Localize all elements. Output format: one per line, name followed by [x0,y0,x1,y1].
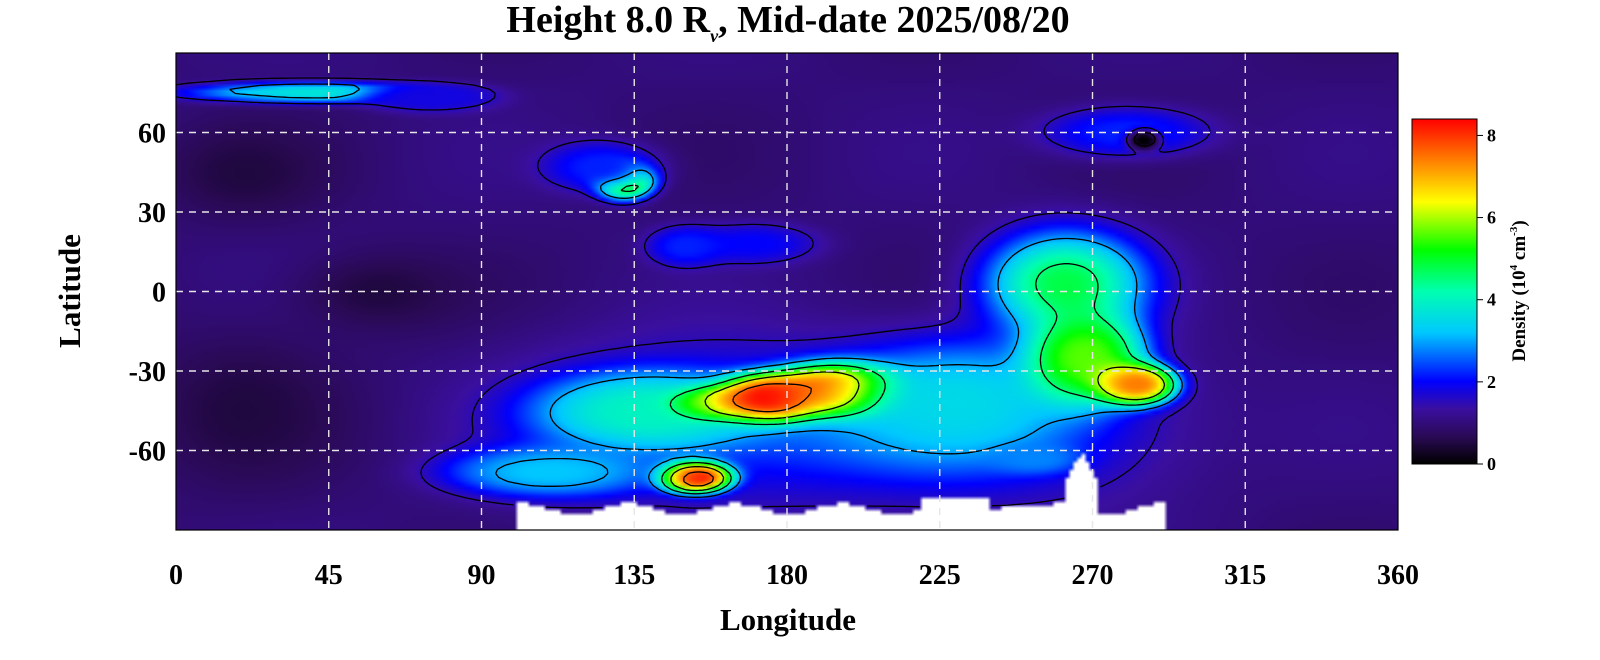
chart-title: Height 8.0 Rν, Mid-date 2025/08/20 [506,0,1069,46]
contour-line [176,77,1211,509]
x-axis-label: Longitude [720,602,856,637]
y-tick-label: -60 [129,437,166,468]
grid-lines [176,53,1398,530]
x-tick-label: 270 [1072,560,1114,591]
x-tick-label: 90 [468,560,496,591]
title-suffix: , Mid-date 2025/08/20 [718,0,1069,41]
contour-line [229,83,1183,498]
colorbar-ticks: 0 2 4 6 8 [1477,125,1496,474]
heatmap-field [176,53,1398,530]
colorbar-tick-label: 2 [1487,372,1496,392]
y-tick-label: -30 [129,357,166,388]
colorbar [1411,118,1478,465]
contour-line [683,383,813,487]
colorbar-tick-label: 8 [1487,125,1496,145]
colorbar-tick-label: 4 [1487,290,1496,310]
x-tick-labels: 0 45 90 135 180 225 270 315 360 [169,560,1419,591]
x-tick-label: 315 [1224,560,1266,591]
x-tick-label: 225 [919,560,961,591]
contour-line [620,184,1175,495]
y-tick-label: 0 [152,278,166,309]
plot-frame [175,52,1399,531]
y-axis-label: Latitude [52,234,87,348]
colorbar-label: Density (104 cm-3) [1508,220,1530,361]
x-tick-label: 180 [766,560,808,591]
title-prefix: Height 8.0 R [506,0,710,41]
y-tick-label: 60 [138,119,166,150]
colorbar-tick-label: 6 [1487,208,1496,228]
y-tick-labels: 60 30 0 -30 -60 [129,119,166,468]
x-tick-label: 45 [315,560,343,591]
contour-line [1133,131,1156,147]
contour-lines [176,77,1211,509]
y-tick-label: 30 [138,198,166,229]
contour-line [670,366,1166,492]
x-tick-label: 0 [169,560,183,591]
x-tick-label: 360 [1377,560,1419,591]
colorbar-tick-label: 0 [1487,454,1496,474]
title-subscript: ν [710,26,719,46]
x-tick-label: 135 [613,560,655,591]
